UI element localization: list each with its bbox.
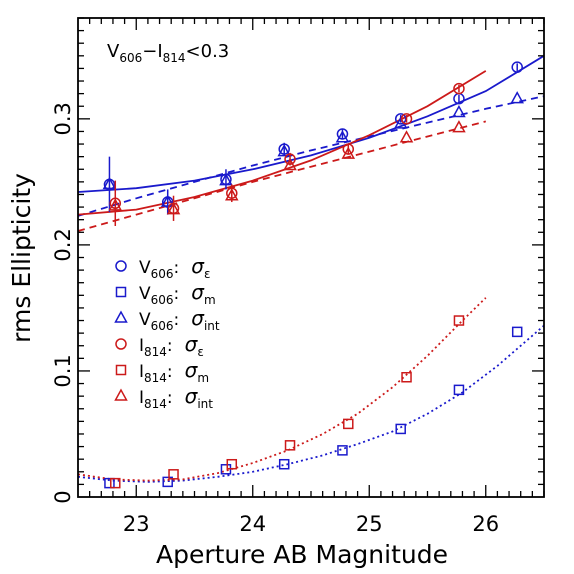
legend-label-V606-square: V606: σm: [139, 280, 216, 307]
marker-V606-triangle-7: [510, 91, 524, 104]
fit-curves: [77, 55, 545, 483]
legend-label-I814-triangle: I814: σint: [139, 384, 213, 411]
marker-V606-square-1: [162, 476, 173, 488]
legend-label-V606-triangle: V606: σint: [139, 306, 220, 333]
y-tick-label: 0.3: [51, 102, 75, 135]
marker-V606-circle-5: [394, 113, 407, 125]
legend-label-I814-circle: I814: σε: [139, 332, 204, 359]
fit-curve-dotted-5: [77, 297, 487, 482]
x-tick-label: 23: [123, 512, 150, 536]
fit-curve-dotted-4: [77, 324, 545, 483]
marker-V606-circle-7: [511, 61, 523, 73]
marker-V606-square-4: [337, 445, 348, 456]
y-tick-label: 0: [51, 490, 75, 503]
legend-marker-I814-triangle: [114, 388, 128, 401]
marker-I814-square-4: [343, 418, 354, 430]
color-cut-annotation: V606−I814<0.3: [107, 41, 229, 65]
legend-marker-I814-circle: [115, 338, 127, 350]
marker-V606-triangle-0: [102, 176, 117, 190]
marker-I814-square-3: [284, 440, 296, 451]
marker-I814-circle-4: [342, 143, 355, 155]
marker-I814-circle-6: [453, 82, 465, 95]
marker-I814-triangle-1: [166, 202, 181, 215]
marker-I814-circle-5: [400, 113, 413, 125]
fit-curve-solid-2: [77, 70, 487, 216]
marker-I814-square-2: [226, 458, 238, 470]
marker-I814-triangle-6: [452, 120, 466, 133]
x-axis-label: Aperture AB Magnitude: [156, 540, 448, 569]
marker-I814-triangle-4: [341, 146, 356, 159]
marker-I814-triangle-5: [399, 130, 414, 143]
marker-V606-triangle-2: [219, 173, 233, 186]
marker-V606-square-5: [395, 423, 406, 435]
marker-I814-triangle-3: [283, 157, 297, 171]
marker-I814-square-0: [110, 477, 121, 489]
marker-V606-triangle-4: [335, 130, 350, 143]
marker-V606-triangle-6: [452, 104, 466, 118]
legend-marker-I814-square: [115, 364, 127, 376]
legend-marker-V606-square: [115, 286, 127, 298]
y-tick-label: 0.1: [51, 354, 75, 387]
marker-I814-square-1: [168, 469, 179, 480]
fit-curve-dashed-1: [77, 95, 545, 217]
x-tick-label: 24: [239, 512, 266, 536]
marker-V606-triangle-1: [160, 194, 175, 207]
y-tick-label: 0.2: [51, 228, 75, 261]
marker-I814-triangle-2: [225, 188, 239, 201]
axis-ticks: 23 24 25 26 0 0.1 0.2 0.3: [51, 17, 545, 536]
marker-I814-square-6: [453, 315, 465, 326]
data-markers: [102, 61, 524, 489]
fit-curve-dashed-3: [77, 120, 487, 232]
legend-marker-V606-triangle: [114, 310, 128, 323]
marker-V606-square-0: [104, 477, 115, 489]
x-tick-label: 25: [356, 512, 383, 536]
y-axis-label: rms Ellipticity: [7, 173, 36, 343]
legend-label-V606-circle: V606: σε: [139, 254, 210, 281]
marker-V606-square-6: [453, 384, 465, 396]
marker-I814-square-5: [401, 372, 412, 383]
marker-I814-circle-3: [284, 153, 296, 165]
fit-curve-solid-0: [77, 55, 545, 193]
marker-I814-triangle-0: [108, 198, 123, 211]
legend-marker-V606-circle: [115, 260, 127, 272]
marker-V606-triangle-3: [277, 144, 291, 157]
x-tick-label: 26: [472, 512, 499, 536]
marker-V606-square-3: [278, 458, 290, 470]
marker-V606-circle-4: [336, 128, 349, 140]
marker-V606-square-7: [511, 326, 523, 338]
legend-label-I814-square: I814: σm: [139, 358, 209, 385]
